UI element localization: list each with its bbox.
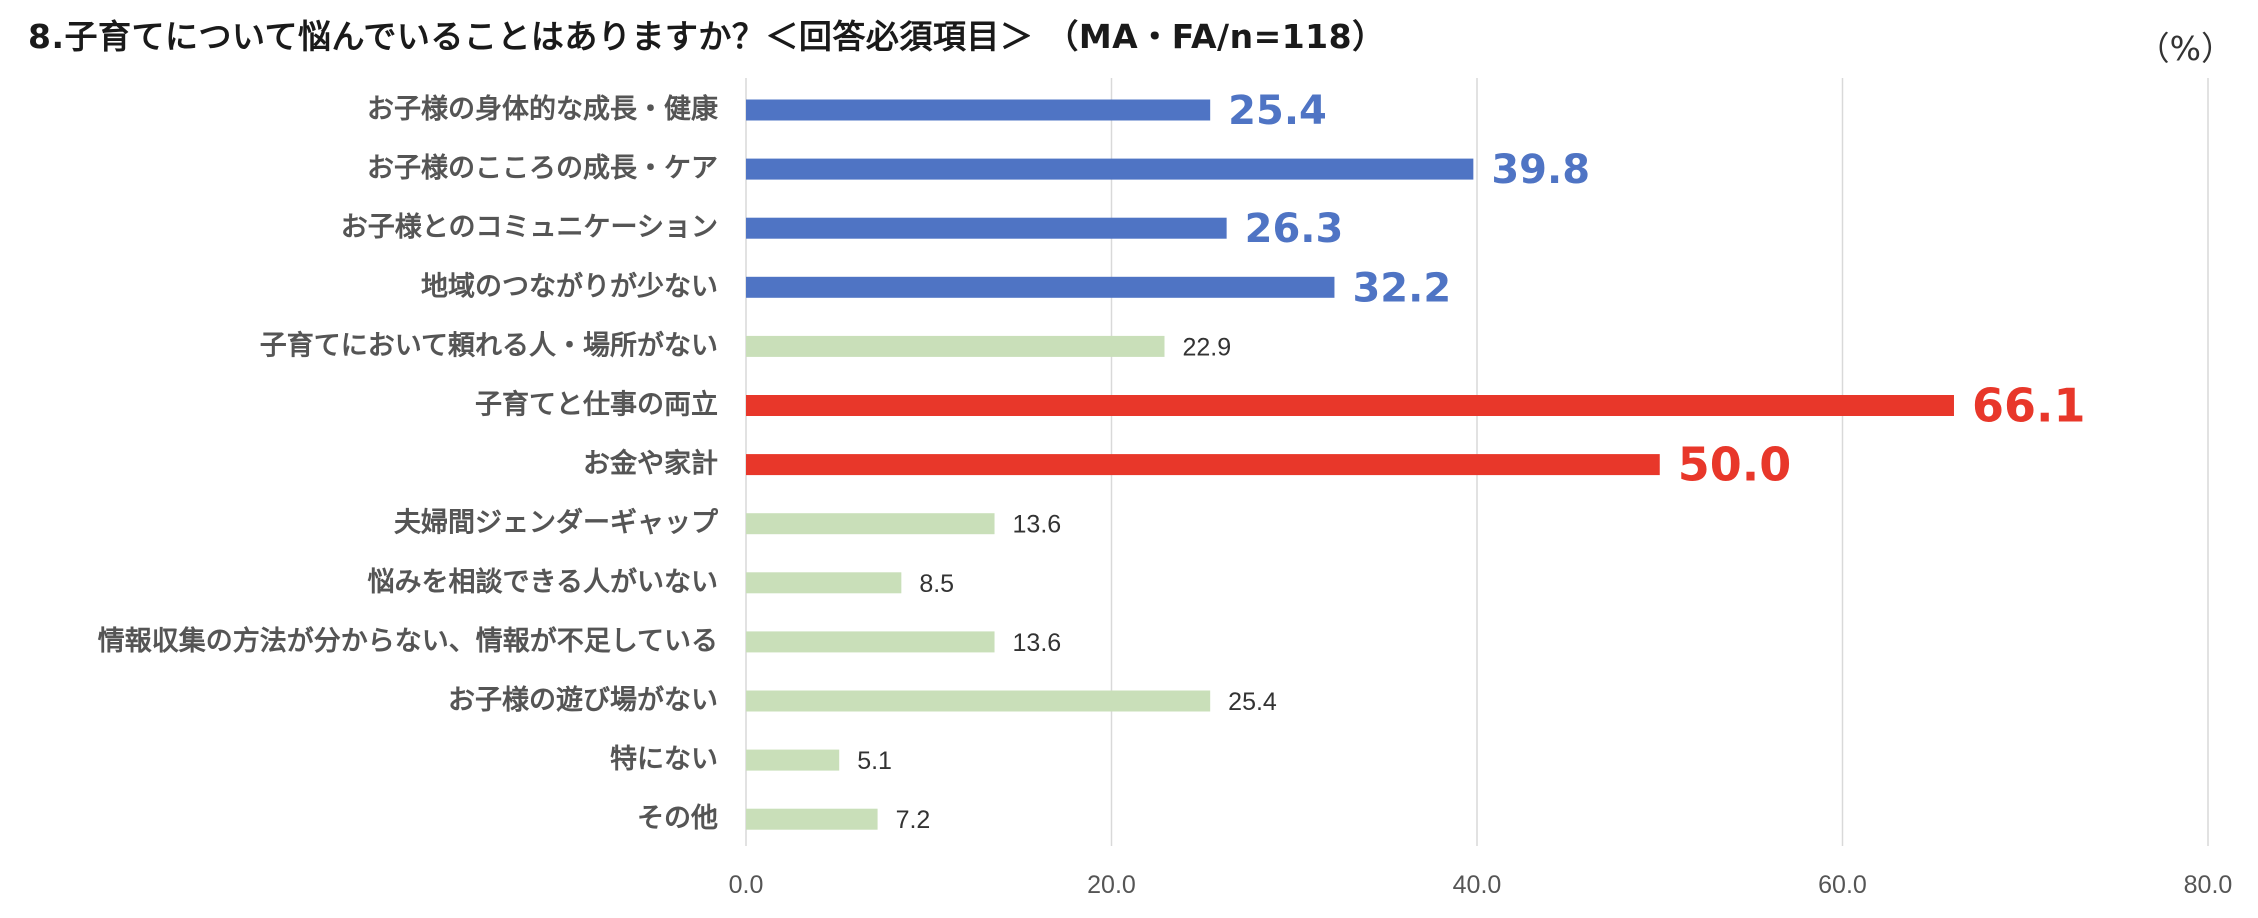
bar (746, 335, 1165, 357)
category-label: 地域のつながりが少ない (421, 270, 718, 302)
category-label: 夫婦間ジェンダーギャップ (394, 507, 719, 539)
category-label: お子様のこころの成長・ケア (367, 153, 718, 184)
data-label: 22.9 (1182, 333, 1231, 361)
unit-label: （%） (2136, 29, 2234, 68)
category-label: お子様とのコミュニケーション (341, 212, 718, 243)
bar (746, 572, 902, 594)
bar (746, 395, 1954, 416)
data-label: 32.2 (1352, 265, 1451, 311)
category-label: その他 (637, 803, 718, 834)
bar (746, 690, 1211, 712)
bar (746, 454, 1660, 476)
data-label: 5.1 (857, 747, 892, 775)
bars (746, 99, 1954, 830)
x-axis-ticks: 0.0 20.0 40.0 60.0 80.0 (729, 871, 2233, 899)
category-label: 子育てと仕事の両立 (475, 389, 718, 421)
bar (746, 276, 1335, 298)
category-label: 子育てにおいて頼れる人・場所がない (260, 329, 718, 361)
value-labels: 25.4 39.8 26.332.2 22.9 66.1 50.0 13.6 8.5 13.6 2… (857, 88, 2085, 834)
bar (746, 217, 1227, 239)
x-tick-label: 40.0 (1453, 871, 1502, 899)
data-label: 25.4 (1228, 688, 1277, 716)
x-tick-label: 60.0 (1818, 871, 1867, 899)
data-label: 66.1 (1972, 379, 2086, 433)
data-label: 8.5 (919, 570, 954, 598)
category-labels: お子様の身体的な成長・健康お子様のこころの成長・ケアお子様とのコミュニケーション… (98, 93, 719, 834)
data-label: 13.6 (1013, 511, 1062, 539)
data-label: 7.2 (896, 806, 931, 834)
bar (746, 158, 1474, 180)
chart-title: 8.子育てについて悩んでいることはありますか？＜回答必須項目＞ （MA・FA/n… (28, 17, 1386, 56)
category-label: お金や家計 (583, 448, 718, 480)
bar (746, 631, 995, 653)
data-label: 25.4 (1228, 88, 1327, 134)
bar (746, 808, 878, 830)
data-label: 26.3 (1245, 206, 1344, 252)
data-label: 13.6 (1013, 629, 1062, 657)
data-label: 50.0 (1678, 438, 1792, 492)
category-label: 悩みを相談できる人がいない (368, 566, 718, 598)
category-label: 特にない (610, 744, 718, 775)
x-tick-label: 20.0 (1087, 871, 1136, 899)
x-tick-label: 80.0 (2184, 871, 2233, 899)
category-label: お子様の遊び場がない (448, 684, 718, 716)
category-label: お子様の身体的な成長・健康 (367, 93, 719, 125)
category-label: 情報収集の方法が分からない、情報が不足している (98, 625, 718, 657)
bar (746, 99, 1211, 121)
data-label: 39.8 (1491, 147, 1590, 193)
bar (746, 749, 840, 771)
x-tick-label: 0.0 (729, 871, 764, 899)
bar (746, 513, 995, 535)
